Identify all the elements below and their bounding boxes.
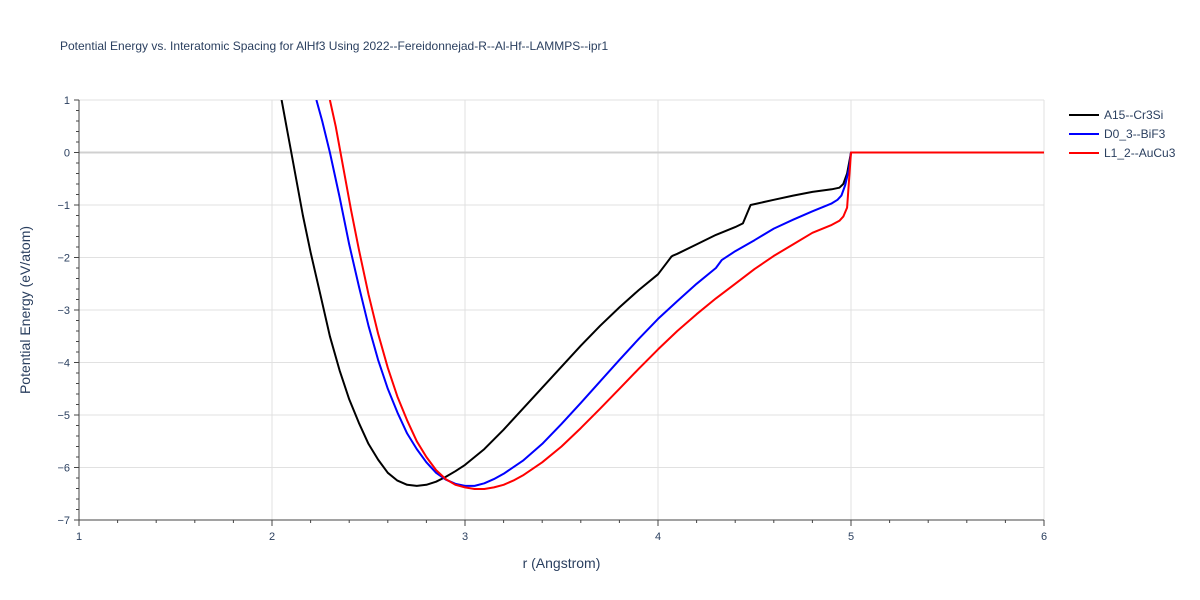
x-tick-label: 5 [848,531,854,543]
chart-title: Potential Energy vs. Interatomic Spacing… [60,39,609,53]
legend-label: D0_3--BiF3 [1104,127,1166,141]
x-axis-title: r (Angstrom) [523,555,601,571]
y-tick-label: −1 [57,200,70,212]
legend-item-a15-cr3si[interactable]: A15--Cr3Si [1069,108,1163,122]
legend[interactable]: A15--Cr3Si D0_3--BiF3 L1_2--AuCu3 [1069,108,1176,160]
y-tick-label: −6 [57,463,70,475]
y-tick-label: −7 [57,515,70,527]
y-axis-title: Potential Energy (eV/atom) [17,226,33,394]
y-tick-label: −3 [57,305,70,317]
legend-label: L1_2--AuCu3 [1104,146,1176,160]
y-tick-label: 1 [64,95,70,107]
legend-item-d0-3-bif3[interactable]: D0_3--BiF3 [1069,127,1166,141]
x-tick-label: 6 [1041,531,1047,543]
legend-item-l1-2-aucu3[interactable]: L1_2--AuCu3 [1069,146,1176,160]
x-tick-label: 3 [462,531,468,543]
y-tick-label: −2 [57,253,70,265]
y-tick-label: −4 [57,358,70,370]
x-tick-label: 4 [655,531,661,543]
x-tick-label: 1 [76,531,82,543]
series-line-d0-3-bif3 [315,100,1044,487]
plot-area [280,100,1044,490]
y-tick-label: −5 [57,410,70,422]
axes: 1 2 3 4 5 6 1 0 −1 −2 −3 −4 −5 −6 −7 [57,95,1047,543]
series-line-l1-2-aucu3 [328,100,1044,490]
x-tick-label: 2 [269,531,275,543]
y-tick-label: 0 [64,148,70,160]
legend-label: A15--Cr3Si [1104,108,1163,122]
gridlines [79,99,1045,520]
series-line-a15-cr3si [280,100,1044,487]
